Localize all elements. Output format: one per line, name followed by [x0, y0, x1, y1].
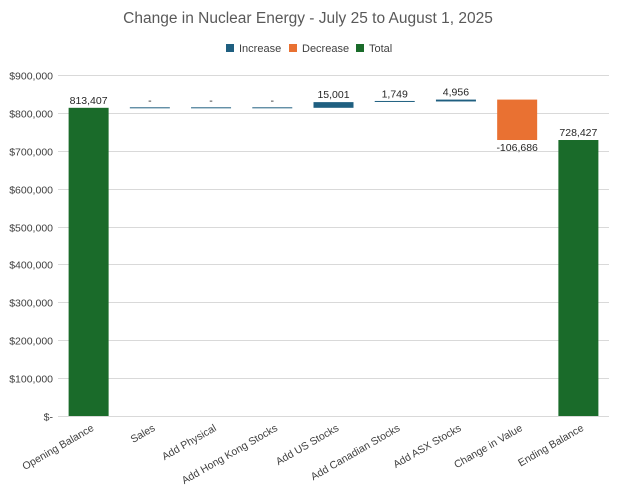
bar-increase — [191, 107, 232, 109]
y-tick-label: $400,000 — [9, 260, 53, 272]
data-label: 1,749 — [382, 88, 408, 100]
data-label: - — [148, 95, 152, 107]
bar-increase — [129, 107, 170, 109]
legend-swatch-decrease — [289, 44, 297, 52]
y-tick-label: $900,000 — [9, 71, 53, 83]
y-tick-label: $700,000 — [9, 147, 53, 159]
gridlines — [58, 75, 609, 417]
bar-increase — [374, 100, 415, 102]
chart-title: Change in Nuclear Energy - July 25 to Au… — [123, 10, 493, 27]
y-tick-label: $200,000 — [9, 336, 53, 348]
y-axis: $- $100,000 $200,000 $300,000 $400,000 $500,0… — [9, 71, 53, 424]
data-label: - — [271, 95, 275, 107]
y-tick-label: $300,000 — [9, 298, 53, 310]
legend-label-total: Total — [369, 43, 392, 55]
y-tick-label: $600,000 — [9, 185, 53, 197]
bar-total — [558, 140, 599, 416]
bar-increase — [313, 102, 354, 108]
bars — [68, 99, 599, 416]
data-label: 728,427 — [559, 127, 597, 139]
data-label: 813,407 — [70, 95, 108, 107]
bar-total — [68, 107, 109, 416]
y-tick-label: $100,000 — [9, 374, 53, 386]
legend: Increase Decrease Total — [226, 43, 392, 55]
bar-increase — [435, 99, 476, 102]
y-tick-label: $500,000 — [9, 223, 53, 235]
y-tick-label: $800,000 — [9, 109, 53, 121]
data-label: -106,686 — [496, 142, 538, 154]
legend-swatch-total — [356, 44, 364, 52]
bar-increase — [252, 107, 293, 109]
bar-decrease — [497, 99, 538, 141]
data-label: 4,956 — [443, 87, 469, 99]
data-label: 15,001 — [317, 89, 349, 101]
data-label: - — [209, 95, 213, 107]
y-tick-label: $- — [44, 412, 54, 424]
data-labels: 813,407 - - - 15,001 1,749 4,956 -106,686 728,42… — [70, 87, 598, 154]
legend-label-increase: Increase — [239, 43, 281, 55]
legend-label-decrease: Decrease — [302, 43, 349, 55]
legend-swatch-increase — [226, 44, 234, 52]
